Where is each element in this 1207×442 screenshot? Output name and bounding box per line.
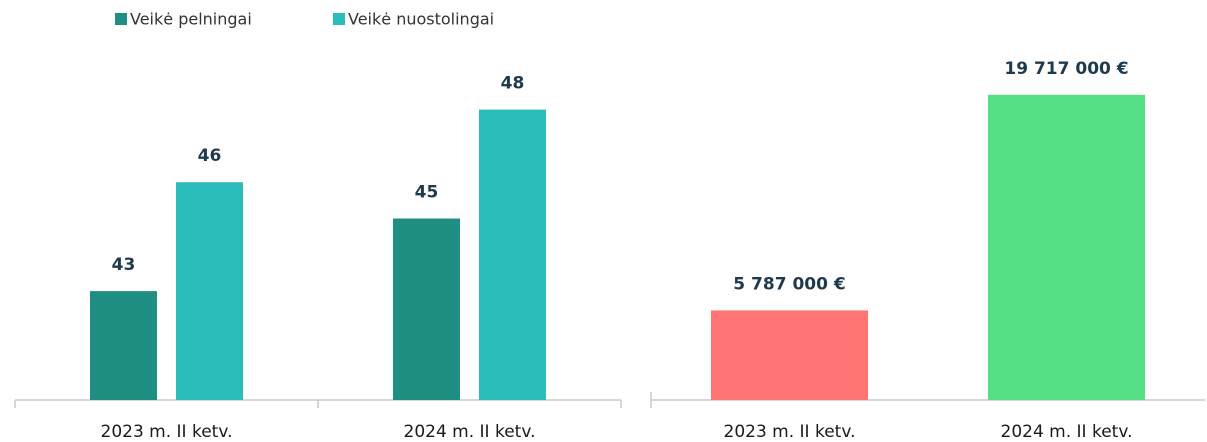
- bar: [176, 182, 243, 400]
- legend-label: Veikė nuostolingai: [348, 10, 494, 29]
- bar: [393, 218, 460, 400]
- x-tick-label: 2024 m. II ketv.: [1001, 422, 1133, 442]
- value-label: 46: [198, 146, 222, 166]
- legend-swatch: [115, 13, 127, 25]
- value-label: 48: [501, 74, 525, 94]
- x-tick-label: 2023 m. II ketv.: [101, 422, 233, 442]
- bar: [711, 310, 868, 400]
- value-label: 19 717 000 €: [1004, 59, 1128, 79]
- value-label: 45: [415, 183, 439, 203]
- value-label: 5 787 000 €: [733, 274, 845, 294]
- bar: [479, 109, 546, 400]
- bar: [90, 291, 157, 400]
- legend-label: Veikė pelningai: [130, 10, 252, 29]
- value-label: 43: [112, 255, 136, 275]
- x-tick-label: 2023 m. II ketv.: [724, 422, 856, 442]
- bar: [988, 94, 1145, 401]
- legend-swatch: [333, 13, 345, 25]
- x-tick-label: 2024 m. II ketv.: [404, 422, 536, 442]
